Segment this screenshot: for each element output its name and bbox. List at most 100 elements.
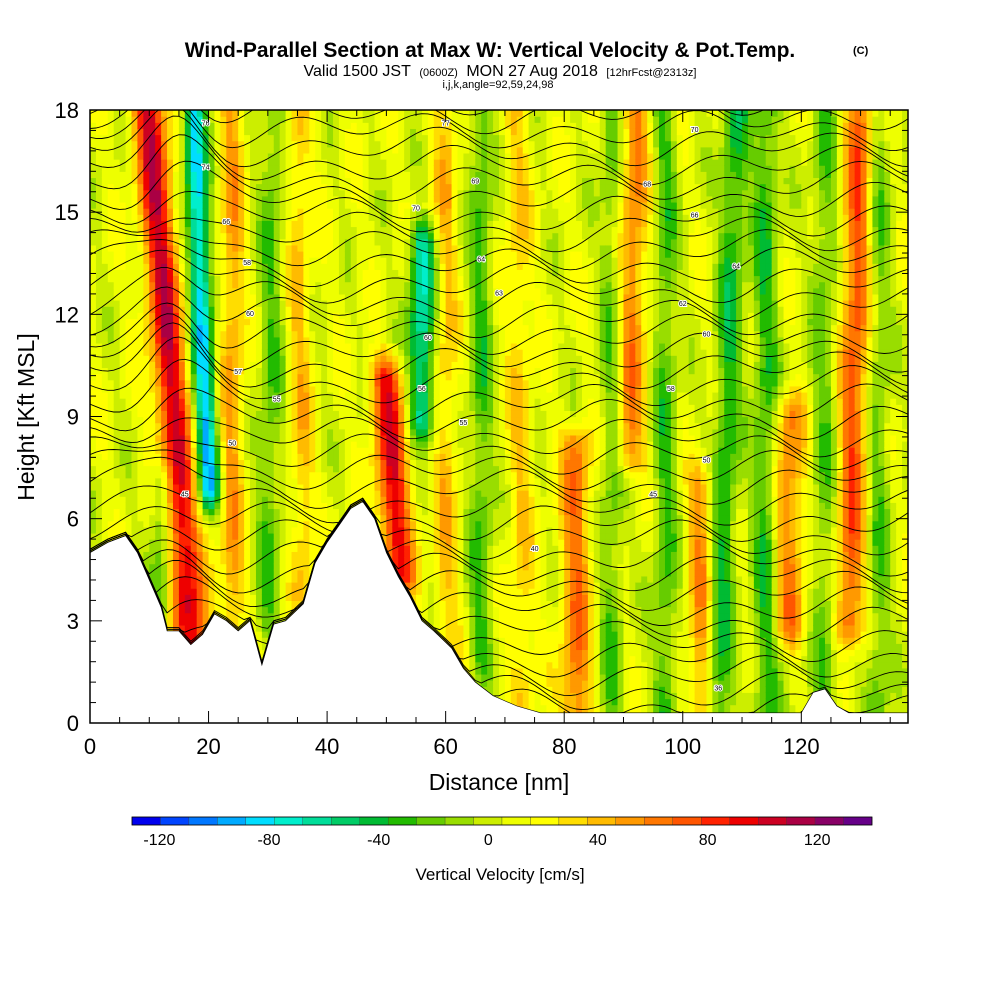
velocity-cell	[172, 569, 180, 577]
velocity-cell	[95, 379, 103, 387]
velocity-cell	[315, 195, 322, 203]
velocity-cell	[167, 428, 174, 436]
velocity-cell	[172, 232, 180, 240]
velocity-cell	[285, 257, 293, 264]
velocity-cell	[119, 293, 127, 301]
velocity-cell	[196, 569, 204, 577]
velocity-cell	[220, 342, 227, 350]
velocity-cell	[155, 465, 162, 473]
velocity-cell	[226, 428, 233, 436]
velocity-cell	[113, 134, 121, 142]
velocity-cell	[333, 140, 340, 148]
velocity-cell	[137, 416, 144, 424]
velocity-cell	[143, 502, 150, 510]
velocity-cell	[137, 238, 144, 246]
velocity-cell	[368, 300, 376, 307]
velocity-cell	[107, 195, 115, 203]
velocity-cell	[238, 220, 245, 228]
velocity-cell	[178, 263, 186, 270]
velocity-cell	[95, 122, 103, 129]
velocity-cell	[338, 490, 346, 497]
velocity-cell	[107, 502, 115, 510]
velocity-cell	[226, 232, 233, 240]
velocity-cell	[208, 508, 216, 516]
velocity-cell	[297, 404, 304, 411]
velocity-cell	[167, 159, 174, 166]
velocity-cell	[155, 293, 162, 301]
velocity-cell	[321, 110, 328, 117]
velocity-cell	[338, 379, 346, 387]
velocity-cell	[250, 171, 257, 179]
velocity-cell	[338, 471, 346, 479]
velocity-cell	[125, 379, 133, 387]
velocity-cell	[226, 404, 233, 411]
velocity-cell	[321, 539, 328, 546]
velocity-cell	[261, 459, 269, 467]
velocity-cell	[279, 600, 287, 608]
velocity-cell	[333, 490, 340, 497]
velocity-cell	[244, 336, 251, 344]
velocity-cell	[131, 152, 139, 160]
velocity-cell	[279, 398, 287, 405]
velocity-cell	[220, 557, 227, 565]
velocity-cell	[368, 244, 376, 252]
velocity-cell	[101, 140, 109, 148]
velocity-cell	[255, 189, 263, 197]
velocity-cell	[161, 532, 168, 540]
velocity-cell	[208, 116, 216, 123]
velocity-cell	[303, 526, 310, 534]
velocity-cell	[184, 220, 192, 228]
velocity-cell	[190, 508, 198, 516]
velocity-cell	[297, 465, 304, 473]
velocity-cell	[232, 557, 239, 565]
velocity-cell	[273, 134, 281, 142]
velocity-cell	[131, 110, 139, 117]
velocity-cell	[380, 477, 387, 485]
velocity-cell	[291, 514, 299, 522]
velocity-cell	[244, 159, 251, 166]
velocity-cell	[244, 502, 251, 510]
velocity-cell	[119, 502, 127, 510]
velocity-cell	[244, 379, 251, 387]
velocity-cell	[167, 551, 174, 559]
velocity-cell	[309, 532, 316, 540]
velocity-cell	[356, 128, 364, 136]
velocity-cell	[214, 526, 222, 534]
velocity-cell	[226, 226, 233, 234]
velocity-cell	[172, 287, 180, 295]
velocity-cell	[344, 140, 352, 148]
velocity-cell	[172, 477, 180, 485]
velocity-cell	[255, 140, 263, 148]
velocity-cell	[220, 281, 227, 289]
velocity-cell	[344, 238, 352, 246]
velocity-cell	[315, 165, 322, 172]
velocity-cell	[220, 434, 227, 442]
velocity-cell	[167, 569, 174, 577]
velocity-cell	[95, 324, 103, 332]
velocity-cell	[267, 588, 275, 595]
velocity-cell	[131, 532, 139, 540]
velocity-cell	[113, 208, 121, 215]
velocity-cell	[208, 502, 216, 510]
velocity-cell	[350, 502, 358, 510]
velocity-cell	[368, 263, 376, 270]
velocity-cell	[137, 471, 144, 479]
velocity-cell	[101, 257, 109, 264]
velocity-cell	[178, 600, 186, 608]
velocity-cell	[338, 428, 346, 436]
velocity-cell	[155, 459, 162, 467]
velocity-cell	[226, 526, 233, 534]
velocity-cell	[250, 324, 257, 332]
velocity-cell	[184, 159, 192, 166]
velocity-cell	[178, 128, 186, 136]
velocity-cell	[202, 183, 210, 191]
velocity-cell	[273, 189, 281, 197]
velocity-cell	[309, 152, 316, 160]
velocity-cell	[208, 459, 216, 467]
velocity-cell	[113, 361, 121, 369]
velocity-cell	[244, 391, 251, 399]
velocity-cell	[119, 269, 127, 277]
velocity-cell	[190, 441, 198, 448]
velocity-cell	[297, 183, 304, 191]
velocity-cell	[374, 220, 382, 228]
